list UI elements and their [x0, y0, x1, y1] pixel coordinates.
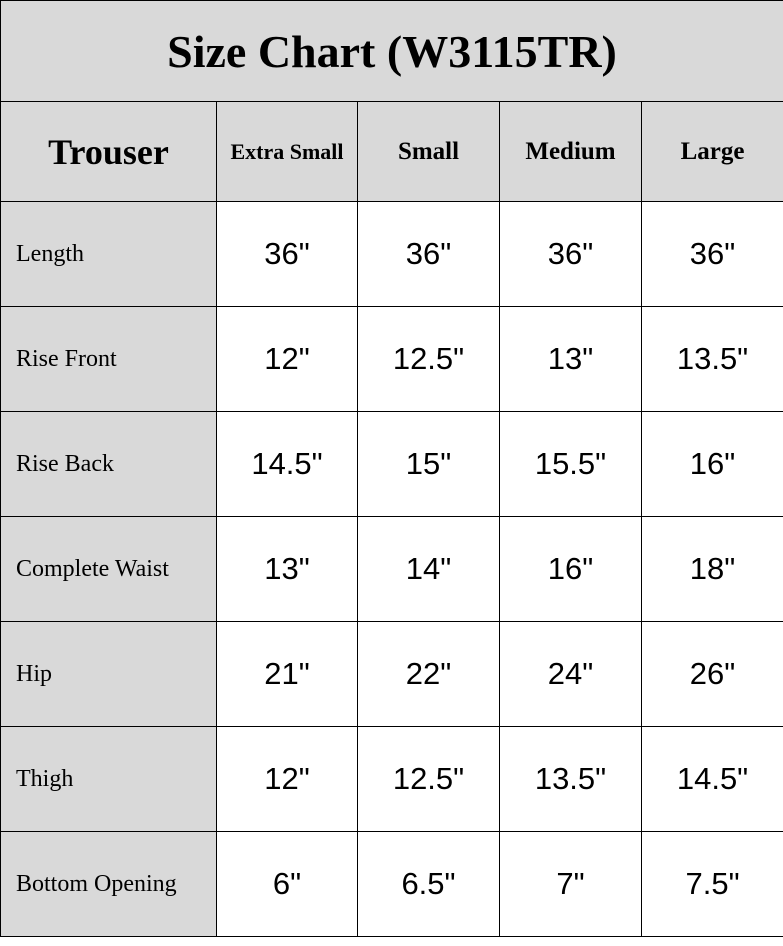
table-cell: 6.5" — [357, 831, 500, 937]
table-row: Length 36" 36" 36" 36" — [0, 201, 783, 307]
row-label: Bottom Opening — [0, 831, 217, 937]
table-cell: 13" — [216, 516, 358, 622]
table-cell: 12" — [216, 306, 358, 412]
column-header: Medium — [499, 101, 642, 202]
table-cell: 13.5" — [499, 726, 642, 832]
table-cell: 15.5" — [499, 411, 642, 517]
table-row: Hip 21" 22" 24" 26" — [0, 621, 783, 727]
table-cell: 16" — [499, 516, 642, 622]
table-row: Thigh 12" 12.5" 13.5" 14.5" — [0, 726, 783, 832]
table-cell: 21" — [216, 621, 358, 727]
row-label: Length — [0, 201, 217, 307]
header-row: Trouser Extra Small Small Medium Large — [0, 101, 783, 202]
table-cell: 14" — [357, 516, 500, 622]
table-cell: 36" — [357, 201, 500, 307]
table-cell: 16" — [640, 411, 783, 517]
row-label: Complete Waist — [0, 516, 217, 622]
row-label: Rise Front — [0, 306, 217, 412]
table-cell: 6" — [216, 831, 358, 937]
table-cell: 36" — [640, 201, 783, 307]
table-row: Complete Waist 13" 14" 16" 18" — [0, 516, 783, 622]
column-header: Small — [357, 101, 500, 202]
table-row: Rise Front 12" 12.5" 13" 13.5" — [0, 306, 783, 412]
corner-header: Trouser — [0, 101, 217, 202]
table-cell: 14.5" — [640, 726, 783, 832]
table-cell: 18" — [640, 516, 783, 622]
table-cell: 13.5" — [640, 306, 783, 412]
table-cell: 24" — [499, 621, 642, 727]
table-cell: 12" — [216, 726, 358, 832]
table-cell: 14.5" — [216, 411, 358, 517]
table-cell: 7" — [499, 831, 642, 937]
table-row: Rise Back 14.5" 15" 15.5" 16" — [0, 411, 783, 517]
table-row: Bottom Opening 6" 6.5" 7" 7.5" — [0, 831, 783, 937]
table-cell: 7.5" — [640, 831, 783, 937]
row-label: Hip — [0, 621, 217, 727]
row-label: Thigh — [0, 726, 217, 832]
column-header: Large — [640, 101, 783, 202]
table-cell: 22" — [357, 621, 500, 727]
table-cell: 12.5" — [357, 726, 500, 832]
table-cell: 36" — [216, 201, 358, 307]
table-cell: 26" — [640, 621, 783, 727]
column-header: Extra Small — [216, 101, 358, 202]
page-title: Size Chart (W3115TR) — [0, 0, 783, 102]
row-label: Rise Back — [0, 411, 217, 517]
table-cell: 15" — [357, 411, 500, 517]
table-cell: 13" — [499, 306, 642, 412]
table-cell: 12.5" — [357, 306, 500, 412]
table-cell: 36" — [499, 201, 642, 307]
